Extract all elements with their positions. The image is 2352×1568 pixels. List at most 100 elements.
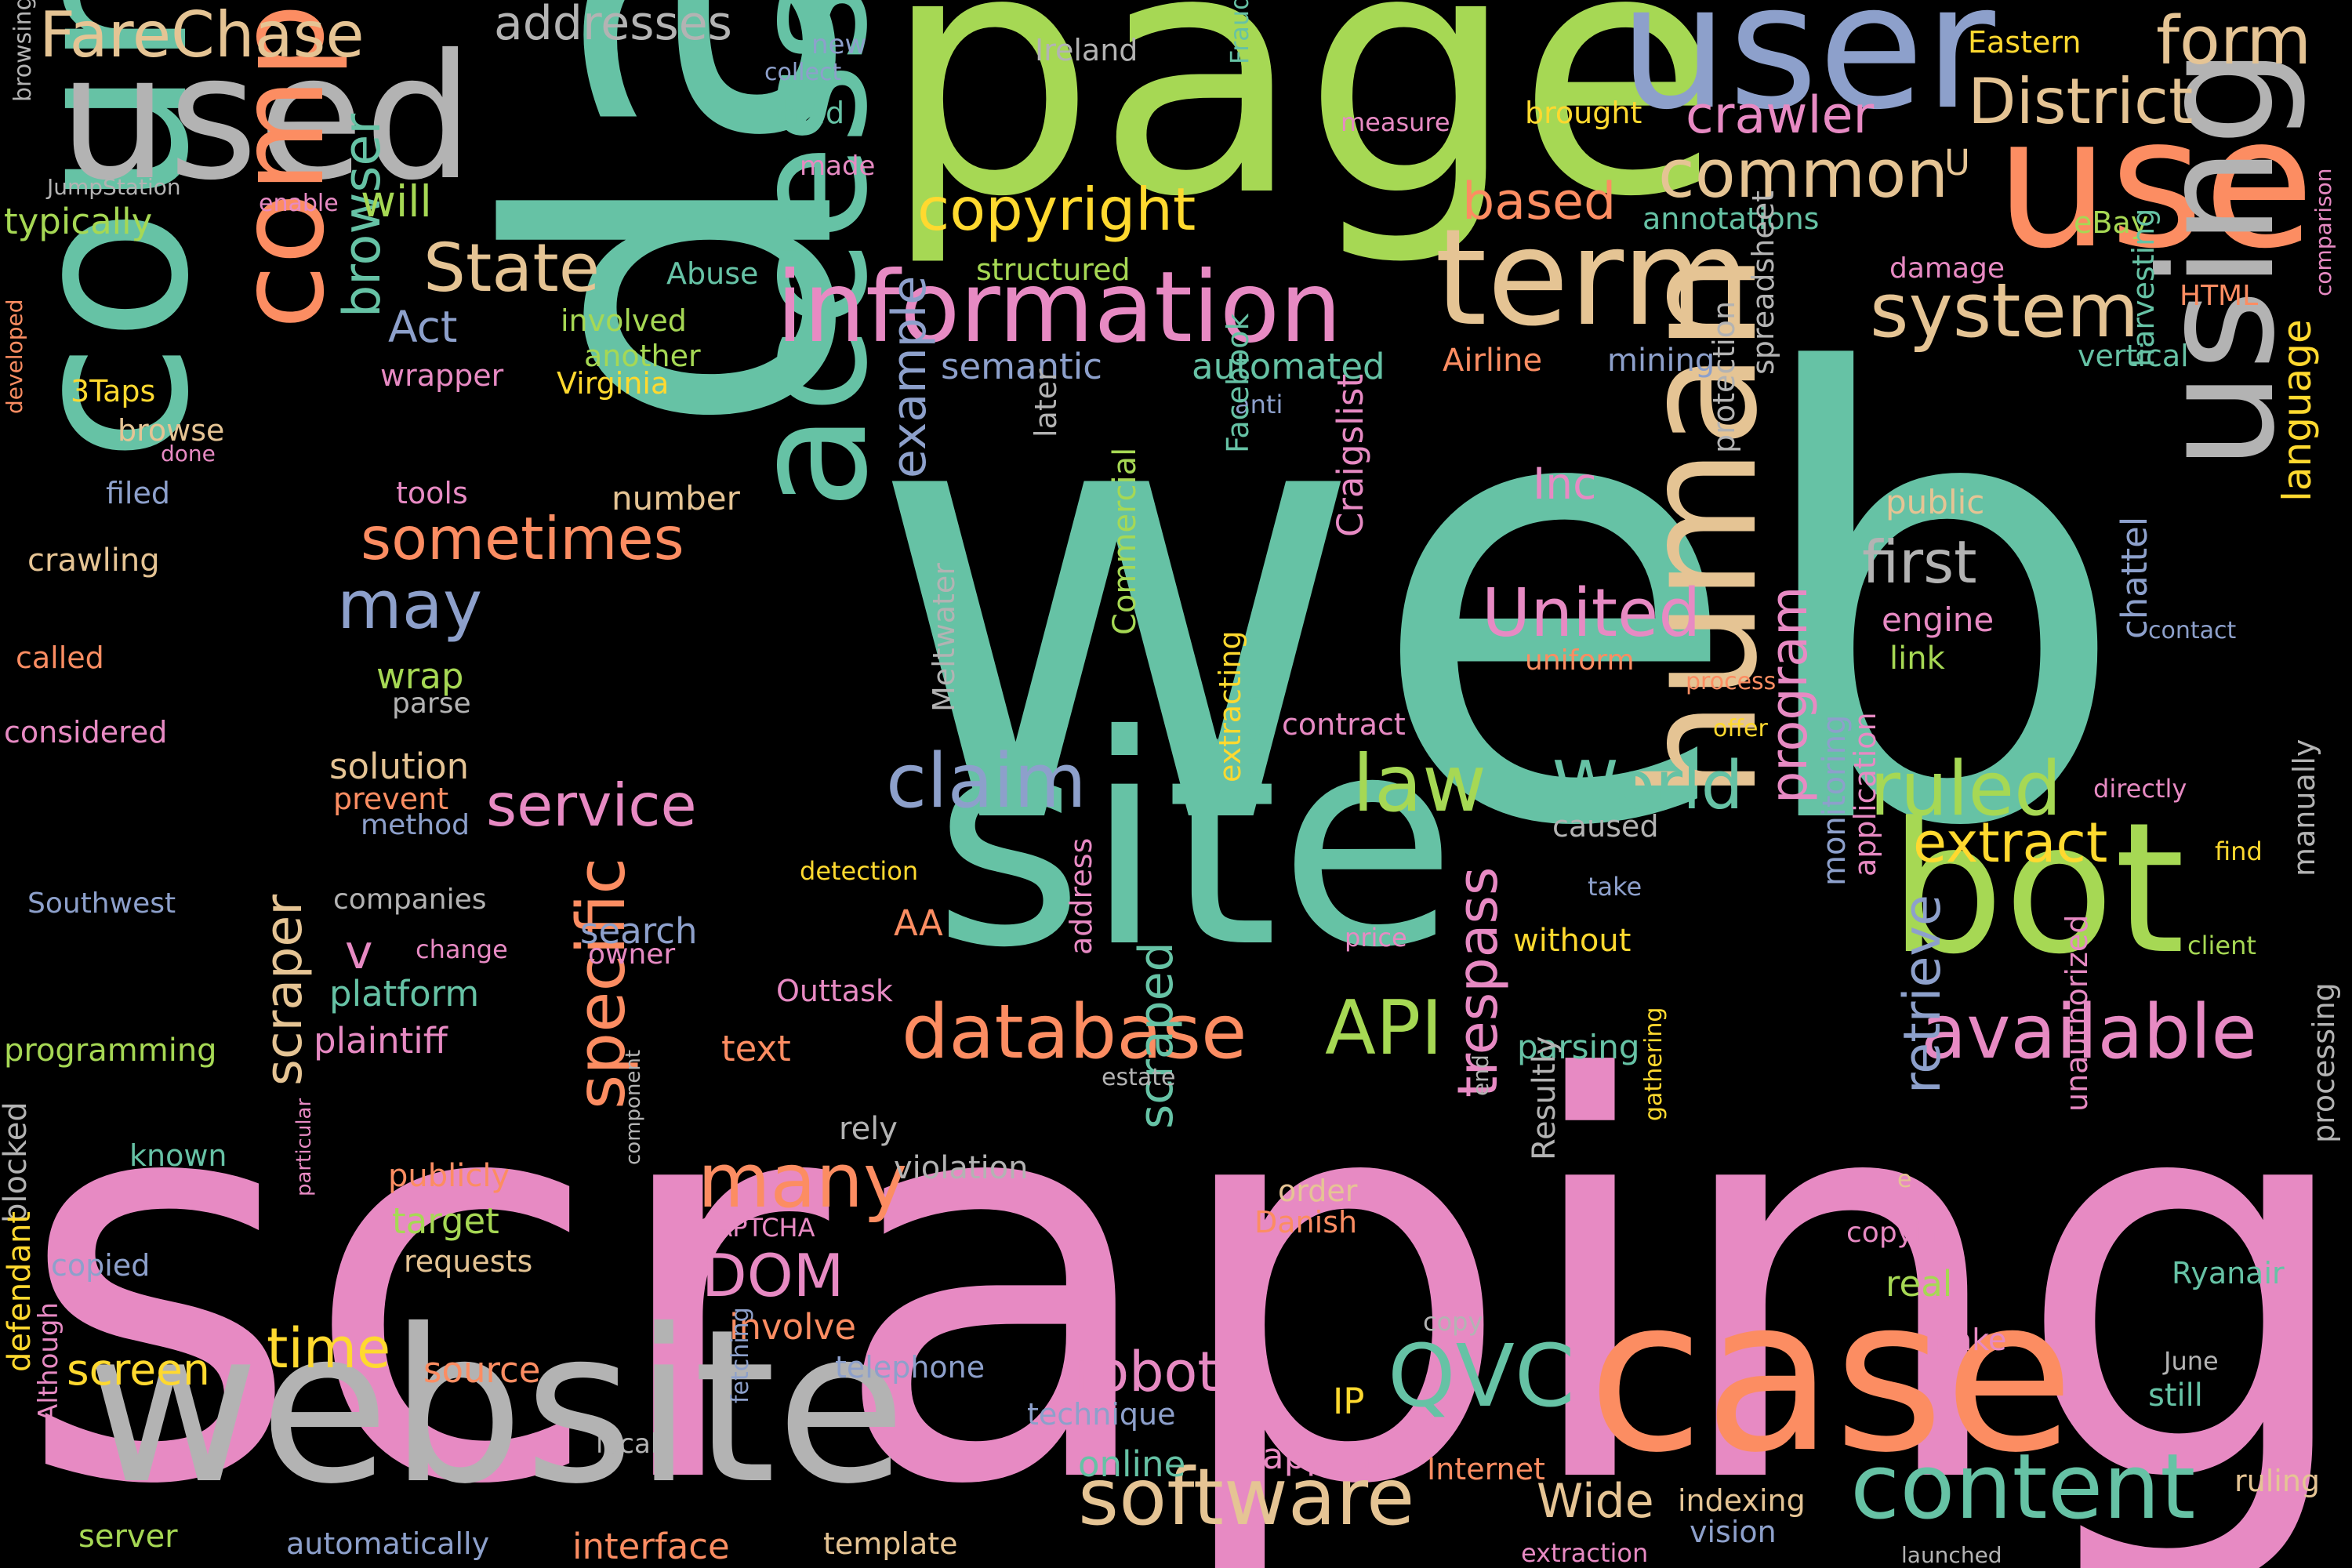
- word-indexing: indexing: [1678, 1483, 1806, 1518]
- word-World: World: [1552, 747, 1744, 825]
- word-Fraud: Fraud: [1225, 0, 1254, 64]
- word-scraped: scraped: [1129, 942, 1184, 1129]
- word-called: called: [16, 641, 104, 675]
- word-Outtask: Outtask: [776, 974, 893, 1008]
- word-wrapper: wrapper: [380, 358, 504, 393]
- word-Although: Although: [33, 1301, 64, 1422]
- word-detection: detection: [800, 856, 919, 886]
- word-caused: caused: [1552, 809, 1659, 844]
- word-collect: collect: [764, 59, 842, 86]
- word-content: content: [1850, 1435, 2196, 1540]
- word-telephone: telephone: [835, 1350, 985, 1385]
- word-Danish: Danish: [1254, 1205, 1358, 1240]
- word-real: real: [1886, 1263, 1953, 1305]
- word-semantic: semantic: [941, 346, 1102, 387]
- word-crawler: crawler: [1686, 86, 1875, 145]
- word-source: source: [423, 1349, 541, 1391]
- word-server: server: [78, 1519, 178, 1555]
- word-United: United: [1482, 575, 1701, 652]
- word-robot: robot: [1074, 1340, 1219, 1404]
- word-component: component: [622, 1049, 645, 1165]
- word-held: held: [780, 96, 845, 130]
- word-wrap: wrap: [376, 655, 464, 697]
- word-HTML: HTML: [2180, 280, 2259, 312]
- word-Ireland: Ireland: [1035, 33, 1138, 67]
- word-collecting: collecting: [1240, 678, 1268, 792]
- word-June: June: [2164, 1346, 2219, 1376]
- word-Commercial: Commercial: [1107, 447, 1143, 635]
- word-Virginia: Virginia: [557, 366, 670, 401]
- word-programming: programming: [4, 1033, 217, 1069]
- word-structured: structured: [976, 252, 1131, 287]
- word-enable: enable: [259, 190, 339, 217]
- word-method: method: [361, 809, 470, 841]
- word-scraper: scraper: [255, 894, 314, 1086]
- word-Eastern: Eastern: [1968, 25, 2082, 60]
- word-QVC: QVC: [1388, 1326, 1575, 1426]
- word-client: client: [2187, 931, 2256, 960]
- word-API: API: [1325, 985, 1443, 1072]
- word-Act: Act: [388, 302, 458, 352]
- word-used: used: [59, 17, 474, 218]
- word-IP: IP: [1333, 1381, 1365, 1422]
- word-Wide: Wide: [1537, 1474, 1654, 1529]
- word-offer: offer: [1713, 715, 1768, 742]
- word-CAPTCHA: CAPTCHA: [698, 1213, 815, 1243]
- word-process: process: [1686, 668, 1777, 695]
- word-case: case: [1588, 1252, 2074, 1499]
- word-user: user: [1619, 0, 1995, 147]
- word-crawling: crawling: [27, 543, 160, 579]
- word-web: web: [866, 248, 2131, 960]
- word-target: target: [392, 1200, 499, 1242]
- word-FareChase: FareChase: [39, 0, 365, 71]
- word-bot: bot: [1889, 785, 2185, 994]
- word-done: done: [161, 441, 216, 466]
- word-automatically: automatically: [286, 1526, 490, 1561]
- word-system: system: [1870, 268, 2140, 354]
- word-DOM: DOM: [702, 1241, 844, 1310]
- word-uniform: uniform: [1525, 644, 1635, 677]
- word-claim: claim: [886, 739, 1087, 825]
- word-text: text: [721, 1028, 791, 1069]
- word-Facebook: Facebook: [1221, 313, 1255, 453]
- word-solution: solution: [329, 746, 470, 787]
- word-database: database: [902, 989, 1247, 1076]
- word-form: form: [2156, 2, 2312, 80]
- word-take: take: [1588, 872, 1642, 902]
- word-online: online: [1078, 1443, 1186, 1485]
- word-screen: screen: [67, 1345, 210, 1395]
- word-available: available: [1921, 989, 2257, 1076]
- word-software: software: [1078, 1451, 1415, 1543]
- word-Abuse: Abuse: [666, 256, 759, 291]
- word-owner: owner: [588, 938, 676, 971]
- word-new: new: [811, 29, 867, 60]
- word-still: still: [2148, 1377, 2203, 1414]
- word-harvesting: harvesting: [2126, 208, 2161, 367]
- word-e: e: [1897, 1166, 1912, 1193]
- word-example: example: [882, 275, 937, 478]
- word-publicly: publicly: [388, 1158, 510, 1194]
- word-Ryanair: Ryanair: [2172, 1256, 2285, 1290]
- word-automated: automated: [1192, 346, 1385, 387]
- word-parsing: parsing: [1517, 1028, 1640, 1066]
- word-companies: companies: [333, 884, 487, 916]
- word-requests: requests: [404, 1244, 533, 1279]
- word-search: search: [580, 910, 698, 952]
- word-District: District: [1968, 65, 2194, 138]
- word-make: make: [1925, 1323, 2007, 1357]
- word-platform: platform: [329, 973, 480, 1014]
- word-address: address: [1064, 837, 1098, 955]
- word-order: order: [1278, 1174, 1358, 1208]
- word-price: price: [1345, 923, 1407, 953]
- word-template: template: [823, 1526, 958, 1561]
- word-extract: extract: [1913, 811, 2108, 875]
- word-tools: tools: [396, 476, 468, 510]
- word-eBay: eBay: [2074, 205, 2149, 240]
- word-contact: contact: [2148, 617, 2237, 644]
- word-service: service: [486, 771, 697, 840]
- word-considered: considered: [4, 715, 168, 750]
- word-parse: parse: [392, 688, 471, 720]
- word-processing: processing: [2307, 982, 2341, 1143]
- word-common: common: [1658, 136, 1949, 213]
